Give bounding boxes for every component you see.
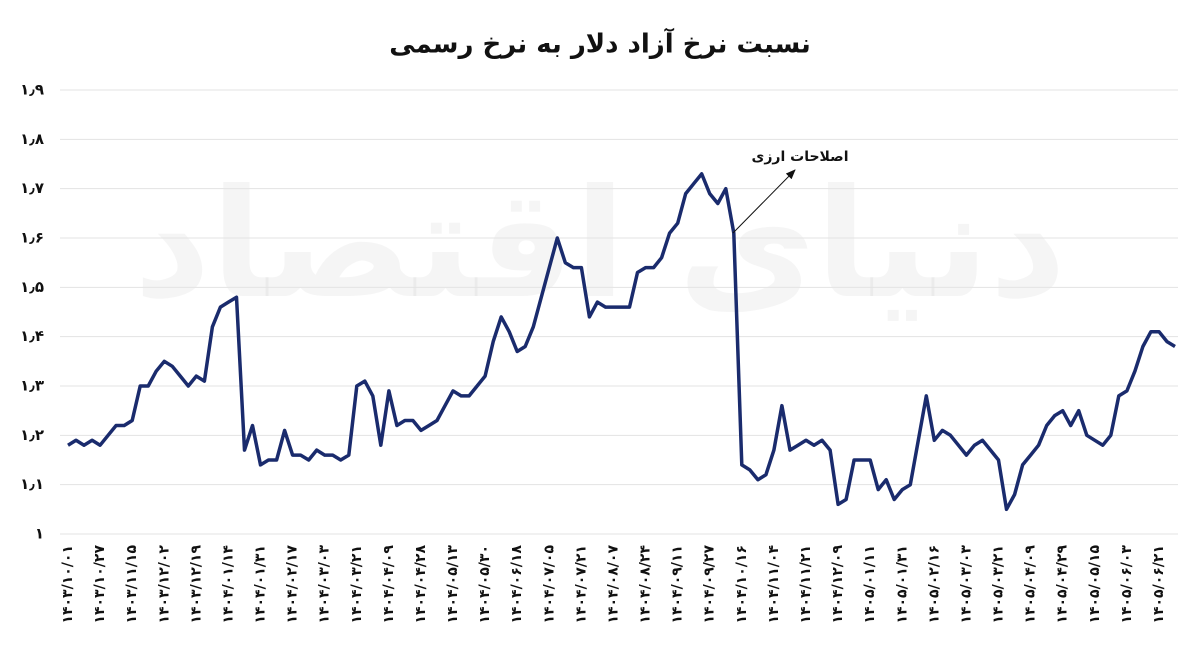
x-tick-label: ۱۴۰۴/۰۴/۰۹ (381, 545, 397, 624)
x-tick-label: ۱۴۰۴/۱۱/۲۱ (798, 545, 814, 624)
x-tick-label: ۱۴۰۴/۰۴/۲۸ (413, 545, 429, 624)
x-tick-label: ۱۴۰۵/۰۵/۱۵ (1087, 545, 1103, 624)
x-tick-label: ۱۴۰۵/۰۶/۰۳ (1119, 545, 1135, 624)
y-tick-label: ۱٫۹ (20, 81, 44, 99)
x-tick-label: ۱۴۰۳/۱۲/۱۹ (188, 545, 204, 624)
y-tick-label: ۱٫۴ (20, 327, 44, 345)
annotation-arrow (732, 169, 796, 234)
x-tick-label: ۱۴۰۴/۰۱/۳۱ (253, 545, 269, 624)
x-tick-label: ۱۴۰۴/۰۷/۲۱ (573, 545, 589, 624)
data-line (67, 172, 1176, 512)
x-tick-label: ۱۴۰۴/۰۷/۰۵ (541, 545, 557, 624)
x-tick-label: ۱۴۰۳/۱۲/۰۲ (156, 545, 172, 624)
x-tick-label: ۱۴۰۴/۰۸/۰۷ (605, 545, 621, 624)
x-tick-label: ۱۴۰۴/۱۱/۰۴ (766, 545, 782, 624)
x-tick-label: ۱۴۰۳/۱۱/۱۵ (124, 545, 140, 624)
x-tick-label: ۱۴۰۳/۱۰/۲۷ (92, 545, 108, 624)
x-tick-label: ۱۴۰۴/۰۹/۲۷ (702, 545, 718, 624)
y-tick-label: ۱ (35, 525, 44, 543)
x-tick-label: ۱۴۰۴/۰۹/۱۱ (670, 545, 686, 624)
x-tick-label: ۱۴۰۴/۱۲/۰۹ (830, 545, 846, 624)
x-tick-label: ۱۴۰۵/۰۳/۲۱ (991, 545, 1007, 624)
y-tick-label: ۱٫۵ (20, 278, 44, 296)
y-tick-label: ۱٫۲ (20, 426, 44, 444)
x-tick-label: ۱۴۰۴/۰۸/۲۴ (638, 545, 654, 624)
x-tick-label: ۱۴۰۴/۰۱/۱۴ (220, 545, 236, 624)
x-tick-label: ۱۴۰۴/۱۰/۱۶ (734, 545, 750, 624)
annotation: اصلاحات ارزی (752, 149, 849, 165)
x-tick-label: ۱۴۰۵/۰۳/۰۳ (958, 545, 974, 624)
y-tick-label: ۱٫۳ (20, 377, 44, 395)
x-tick-label: ۱۴۰۴/۰۵/۱۳ (445, 545, 461, 624)
y-tick-label: ۱٫۸ (20, 130, 44, 148)
x-tick-label: ۱۴۰۵/۰۴/۲۹ (1055, 545, 1071, 624)
watermark: دنیای اقتصاد (134, 158, 1067, 332)
x-tick-label: ۱۴۰۴/۰۲/۱۷ (285, 545, 301, 624)
x-tick-label: ۱۴۰۳/۱۰/۰۱ (60, 545, 76, 624)
x-tick-label: ۱۴۰۵/۰۴/۰۹ (1023, 545, 1039, 624)
x-tick-label: ۱۴۰۴/۰۵/۳۰ (477, 545, 493, 624)
chart-title: نسبت نرخ آزاد دلار به نرخ رسمی (389, 28, 811, 60)
x-tick-label: ۱۴۰۴/۰۳/۲۱ (349, 545, 365, 624)
x-tick-label: ۱۴۰۵/۰۲/۱۶ (926, 545, 942, 624)
x-tick-label: ۱۴۰۴/۰۳/۰۳ (317, 545, 333, 624)
y-tick-label: ۱٫۷ (20, 179, 44, 197)
x-tick-label: ۱۴۰۵/۰۱/۱۱ (862, 545, 878, 624)
x-tick-label: ۱۴۰۵/۰۶/۲۱ (1151, 545, 1167, 624)
x-tick-label: ۱۴۰۵/۰۱/۳۱ (894, 545, 910, 624)
y-tick-label: ۱٫۶ (20, 229, 44, 247)
x-tick-label: ۱۴۰۴/۰۶/۱۸ (509, 545, 525, 624)
y-tick-label: ۱٫۱ (20, 475, 44, 493)
